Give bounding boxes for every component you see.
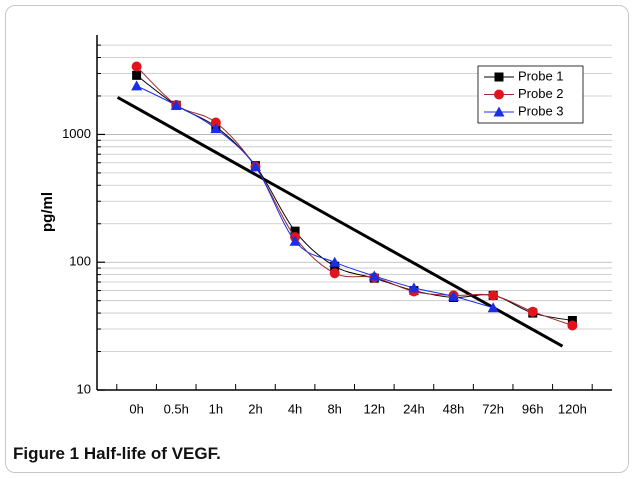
marker bbox=[170, 99, 182, 110]
x-tick-label: 2h bbox=[248, 401, 262, 416]
marker bbox=[493, 106, 505, 117]
marker bbox=[494, 72, 504, 82]
marker bbox=[487, 302, 499, 313]
marker bbox=[567, 320, 578, 331]
marker bbox=[132, 70, 142, 80]
marker bbox=[131, 80, 143, 91]
marker bbox=[448, 290, 460, 301]
legend-label: Probe 2 bbox=[518, 86, 564, 101]
marker bbox=[488, 290, 499, 301]
figure-frame bbox=[5, 5, 629, 473]
x-tick-label: 72h bbox=[482, 401, 504, 416]
marker bbox=[494, 89, 504, 100]
series-line bbox=[136, 85, 494, 309]
marker bbox=[408, 282, 420, 293]
marker bbox=[329, 256, 341, 267]
x-tick-label: 96h bbox=[522, 401, 544, 416]
marker bbox=[131, 61, 142, 72]
x-tick-label: 0h bbox=[129, 401, 143, 416]
y-axis-label: pg/ml bbox=[39, 192, 56, 232]
x-tick-label: 0.5h bbox=[164, 401, 189, 416]
marker bbox=[289, 235, 301, 246]
x-tick-label: 24h bbox=[403, 401, 425, 416]
x-tick-label: 120h bbox=[558, 401, 587, 416]
marker bbox=[329, 268, 340, 279]
y-tick-label: 100 bbox=[69, 254, 91, 269]
fit-line bbox=[116, 96, 564, 348]
marker bbox=[210, 117, 221, 128]
marker bbox=[210, 123, 222, 134]
marker bbox=[249, 161, 261, 172]
x-tick-label: 8h bbox=[327, 401, 341, 416]
x-tick-label: 1h bbox=[209, 401, 223, 416]
x-tick-label: 12h bbox=[363, 401, 385, 416]
y-tick-label: 10 bbox=[77, 381, 91, 396]
marker bbox=[290, 226, 300, 236]
caption: Figure 1 Half-life of VEGF. bbox=[13, 444, 221, 464]
marker bbox=[368, 270, 380, 281]
y-tick-label: 1000 bbox=[62, 126, 91, 141]
legend-label: Probe 3 bbox=[518, 103, 564, 118]
x-tick-label: 4h bbox=[288, 401, 302, 416]
caption-text: Half-life of VEGF. bbox=[83, 444, 221, 463]
legend-label: Probe 1 bbox=[518, 68, 564, 83]
marker bbox=[527, 306, 538, 317]
caption-label: Figure 1 bbox=[13, 444, 80, 463]
chart: pg/ml 10 100 1000 0h 0.5h 1h 2h 4h 8h 12h 24h 48h 72… bbox=[39, 35, 612, 416]
x-tick-label: 48h bbox=[443, 401, 465, 416]
